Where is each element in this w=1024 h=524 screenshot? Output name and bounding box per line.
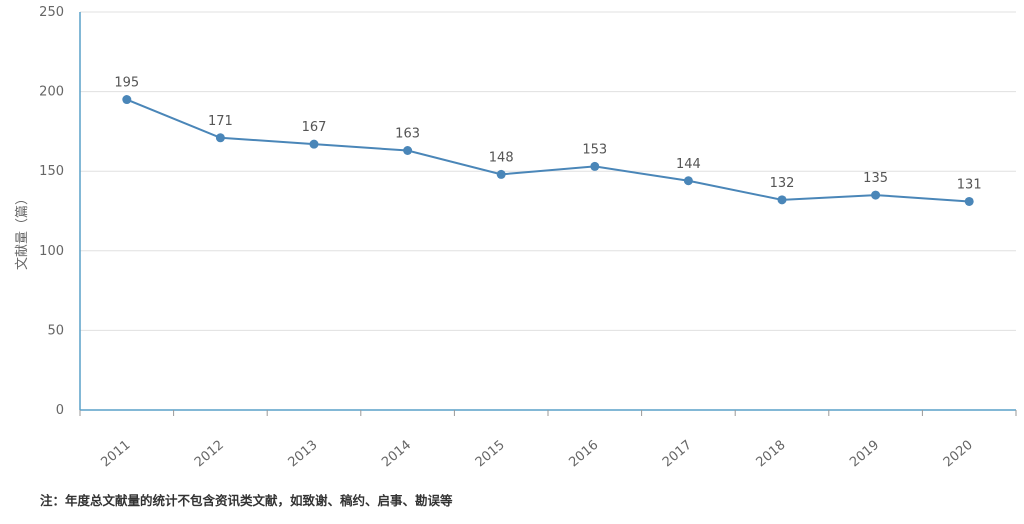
data-label: 132 [770, 176, 795, 191]
data-label: 144 [676, 157, 701, 172]
data-labels: 195 171 167 163 148 153 144 132 135 131 [114, 76, 981, 193]
y-tick-label: 50 [47, 323, 64, 338]
data-point [590, 161, 600, 171]
footnote: 注：年度总文献量的统计不包含资讯类文献，如致谢、稿约、启事、勘误等 [40, 493, 453, 508]
data-point [683, 176, 693, 186]
x-tick-label: 2012 [192, 438, 227, 471]
data-point [777, 195, 787, 205]
data-point [122, 95, 132, 105]
x-tick-label: 2018 [754, 438, 789, 471]
x-axis-ticks: 2011 2012 2013 2014 2015 2016 2017 2018 2019 2020 [79, 410, 1017, 471]
data-point [309, 139, 319, 149]
data-label: 131 [957, 177, 982, 192]
x-tick-label: 2020 [941, 438, 976, 471]
data-label: 153 [582, 142, 607, 157]
y-axis-ticks: 0 50 100 150 200 250 [39, 5, 64, 418]
data-point [964, 196, 974, 206]
data-point [871, 190, 881, 200]
x-tick-label: 2015 [473, 438, 508, 471]
data-label: 167 [302, 120, 327, 135]
data-label: 135 [863, 171, 888, 186]
series-line [126, 98, 970, 203]
data-label: 171 [208, 114, 233, 129]
y-axis-label: 文献量（篇） [15, 192, 30, 270]
data-point [403, 146, 413, 156]
data-point [215, 133, 225, 143]
x-tick-label: 2014 [379, 438, 414, 471]
y-tick-label: 200 [39, 85, 64, 100]
y-tick-label: 150 [39, 164, 64, 179]
data-points [122, 95, 974, 206]
x-tick-label: 2011 [98, 438, 133, 471]
y-tick-label: 100 [39, 244, 64, 259]
x-tick-label: 2019 [847, 438, 882, 471]
data-label: 195 [114, 76, 139, 91]
data-point [496, 169, 506, 179]
data-label: 163 [395, 127, 420, 142]
x-tick-label: 2013 [286, 438, 321, 471]
x-tick-label: 2016 [566, 438, 601, 471]
y-tick-label: 250 [39, 5, 64, 20]
data-label: 148 [489, 150, 514, 165]
y-tick-label: 0 [56, 403, 64, 418]
x-tick-label: 2017 [660, 438, 695, 471]
line-chart: 0 50 100 150 200 250 2011 2012 2013 2014 2015 2016… [15, 5, 1017, 471]
